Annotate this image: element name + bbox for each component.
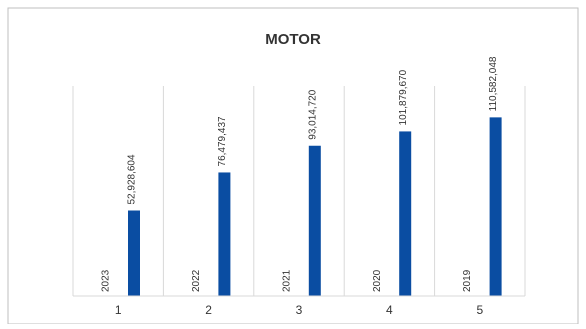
x-tick-label: 3 — [296, 303, 303, 317]
year-label: 2022 — [191, 269, 202, 292]
data-label: 101,879,670 — [398, 69, 409, 125]
x-tick-label: 5 — [476, 303, 483, 317]
bar — [489, 117, 502, 296]
category-separators — [72, 86, 526, 296]
year-label: 2020 — [372, 269, 383, 292]
x-tick-label: 2 — [205, 303, 212, 317]
year-labels: 2023 2022 2021 2020 2019 — [101, 269, 474, 292]
year-label: 2023 — [101, 269, 112, 292]
year-label: 2021 — [281, 269, 292, 292]
bar — [218, 172, 231, 296]
bar — [399, 131, 412, 296]
data-labels: 52,928,604 76,479,437 93,014,720 101,879,67… — [127, 56, 500, 204]
x-tick-label: 1 — [115, 303, 122, 317]
data-label: 110,582,048 — [488, 56, 499, 111]
year-label: 2019 — [462, 269, 473, 292]
data-label: 52,928,604 — [127, 154, 138, 204]
x-tick-label: 4 — [386, 303, 393, 317]
bars — [128, 117, 502, 296]
chart-border — [7, 7, 579, 325]
x-axis: 1 2 3 4 5 — [73, 295, 525, 317]
data-label: 76,479,437 — [217, 116, 228, 166]
bar — [308, 145, 321, 296]
chart-title: MOTOR — [265, 31, 321, 48]
data-label: 93,014,720 — [307, 89, 318, 139]
bar — [128, 210, 140, 296]
